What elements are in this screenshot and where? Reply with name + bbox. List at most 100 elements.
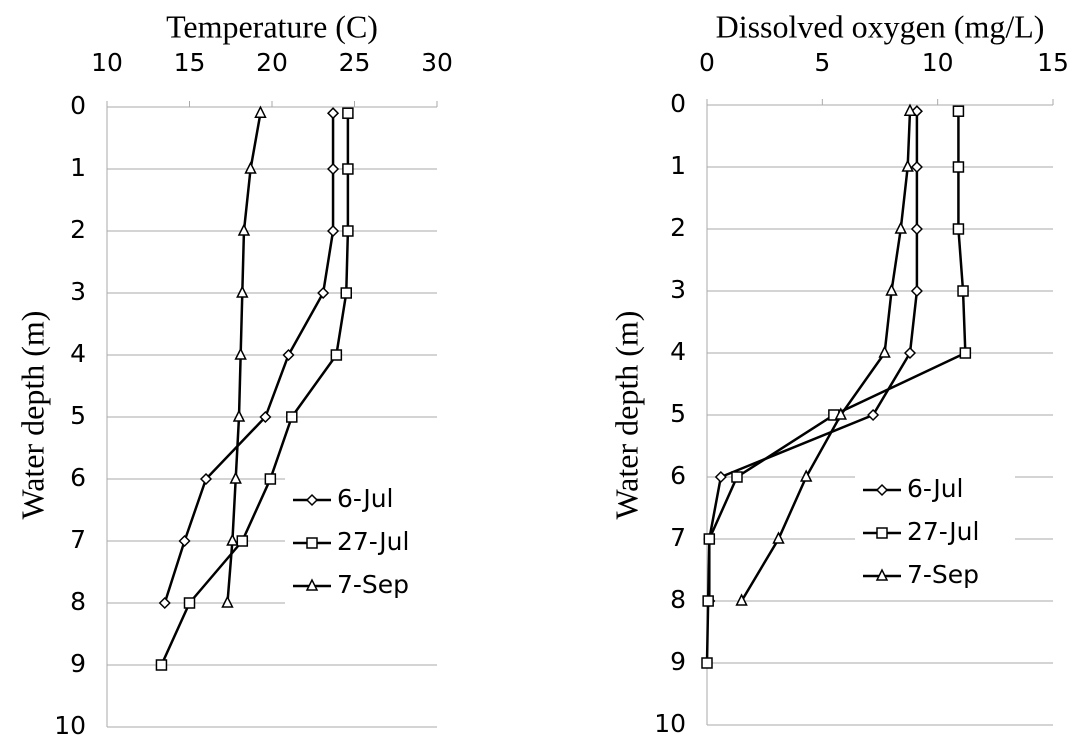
legend-label: 6-Jul [337, 484, 393, 513]
marker [317, 286, 330, 300]
marker [178, 534, 191, 548]
marker [264, 473, 277, 485]
marker [731, 471, 743, 483]
y-tick-label: 9 [670, 647, 686, 676]
y-tick-label: 10 [654, 709, 686, 738]
marker [155, 659, 168, 671]
marker [286, 411, 298, 423]
marker [952, 223, 965, 235]
legend-label: 27-Jul [907, 517, 979, 546]
y-tick-label: 2 [70, 215, 86, 244]
chart-title: Dissolved oxygen (mg/L) [716, 8, 1045, 44]
marker [232, 409, 246, 422]
y-tick-label: 1 [70, 153, 86, 182]
legend-label: 7-Sep [907, 560, 979, 589]
marker [326, 107, 340, 120]
legend-label: 7-Sep [337, 570, 409, 599]
series-line [160, 113, 350, 666]
y-tick-label: 10 [54, 711, 86, 740]
marker [714, 470, 727, 484]
marker [326, 224, 340, 238]
marker [894, 221, 907, 234]
y-tick-label: 0 [70, 91, 86, 120]
y-tick-label: 8 [70, 587, 86, 616]
marker [282, 348, 295, 362]
marker [957, 285, 969, 297]
marker [703, 533, 716, 545]
marker [901, 159, 914, 172]
x-tick-label: 10 [91, 48, 123, 77]
marker [183, 597, 196, 609]
marker [306, 537, 318, 549]
marker [952, 105, 965, 117]
marker [735, 593, 748, 606]
y-tick-label: 0 [670, 89, 686, 118]
marker [244, 161, 257, 174]
y-tick-label: 7 [670, 523, 686, 552]
marker [772, 531, 785, 544]
y-tick-label: 3 [70, 277, 86, 306]
y-tick-label: 6 [670, 461, 686, 490]
marker [199, 472, 213, 486]
y-tick-label: 9 [70, 649, 86, 678]
y-tick-label: 2 [670, 213, 686, 242]
marker [254, 105, 267, 118]
marker [226, 533, 239, 546]
x-tick-label: 0 [699, 48, 715, 77]
series-line [705, 111, 967, 664]
y-tick-label: 6 [70, 463, 86, 492]
marker [903, 103, 917, 116]
y-tick-label: 4 [670, 337, 686, 366]
legend-label: 6-Jul [907, 474, 963, 503]
marker [875, 568, 889, 581]
marker [305, 578, 319, 591]
chart: Temperature (C) Water depth (m) 0 1 2 3 4 5 6 7 8 9… [14, 8, 453, 740]
marker [236, 285, 249, 298]
marker [885, 283, 898, 296]
marker [876, 527, 888, 539]
x-tick-label: 30 [421, 48, 453, 77]
marker [875, 483, 889, 497]
marker [259, 410, 272, 424]
legend-label: 27-Jul [337, 527, 409, 556]
y-tick-label: 7 [70, 525, 86, 554]
marker [234, 347, 247, 360]
marker [342, 163, 354, 175]
marker [878, 345, 891, 358]
y-tick-label: 1 [670, 151, 686, 180]
legend: 6-Jul 27-Jul 7-Sep [855, 468, 1015, 600]
marker [959, 347, 972, 359]
y-axis-label: Water depth (m) [608, 311, 644, 520]
marker [236, 535, 249, 547]
marker [330, 349, 343, 361]
marker [952, 161, 965, 173]
y-tick-label: 4 [70, 339, 86, 368]
marker [340, 287, 352, 299]
x-tick-label: 20 [256, 48, 288, 77]
y-tick-label: 3 [670, 275, 686, 304]
marker [229, 471, 242, 484]
x-tick-label: 5 [814, 48, 830, 77]
marker [910, 222, 923, 236]
marker [702, 595, 714, 607]
marker [237, 223, 251, 236]
marker [834, 407, 848, 420]
x-tick-label: 25 [339, 48, 371, 77]
legend: 6-Jul 27-Jul 7-Sep [285, 478, 440, 610]
marker [701, 657, 713, 669]
marker [342, 107, 354, 119]
y-tick-label: 5 [70, 401, 86, 430]
marker [326, 162, 340, 176]
y-tick-label: 5 [670, 399, 686, 428]
marker [910, 160, 923, 174]
marker [221, 595, 234, 608]
marker [910, 284, 923, 298]
marker [867, 408, 880, 422]
marker [305, 493, 319, 507]
marker [158, 596, 171, 610]
x-tick-label: 15 [174, 48, 206, 77]
y-axis-label: Water depth (m) [14, 311, 50, 520]
chart: Dissolved oxygen (mg/L) Water depth (m) 0 1… [608, 8, 1069, 738]
marker [903, 346, 917, 360]
